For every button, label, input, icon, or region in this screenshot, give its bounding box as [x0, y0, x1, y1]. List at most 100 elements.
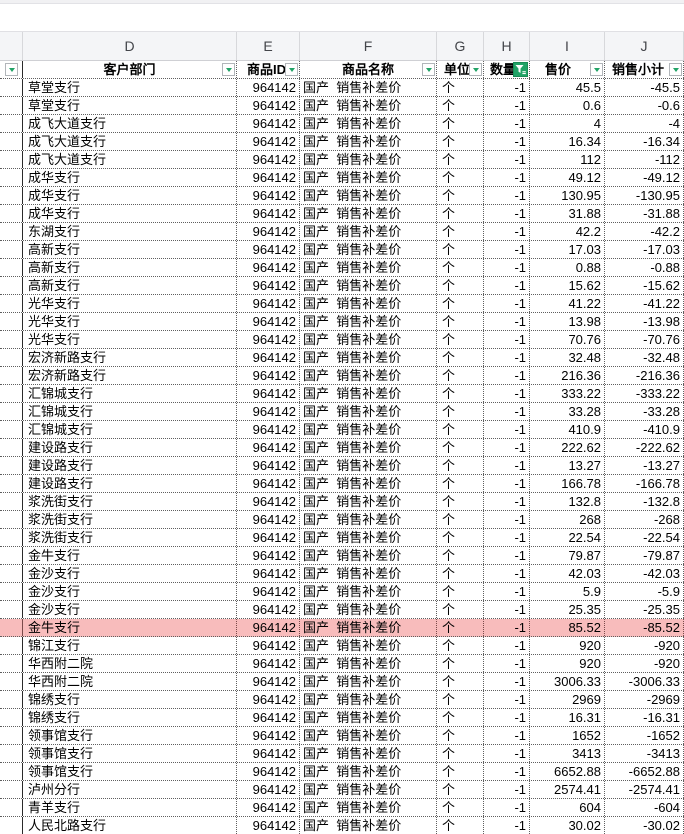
cell-product-name[interactable]: 国产 销售补差价: [300, 385, 437, 402]
cell-subtotal[interactable]: -268: [605, 511, 684, 528]
cell-product-name[interactable]: 国产 销售补差价: [300, 565, 437, 582]
cell-unit[interactable]: 个: [437, 799, 484, 816]
cell-product-id[interactable]: 964142: [237, 259, 300, 276]
cell-product-name[interactable]: 国产 销售补差价: [300, 529, 437, 546]
cell-unit[interactable]: 个: [437, 583, 484, 600]
row-stub-cell[interactable]: [0, 691, 23, 708]
row-stub-cell[interactable]: [0, 331, 23, 348]
cell-price[interactable]: 22.54: [530, 529, 605, 546]
cell-unit[interactable]: 个: [437, 781, 484, 798]
cell-quantity[interactable]: -1: [484, 709, 530, 726]
cell-unit[interactable]: 个: [437, 727, 484, 744]
cell-product-name[interactable]: 国产 销售补差价: [300, 133, 437, 150]
cell-unit[interactable]: 个: [437, 295, 484, 312]
cell-unit[interactable]: 个: [437, 817, 484, 834]
cell-price[interactable]: 49.12: [530, 169, 605, 186]
cell-unit[interactable]: 个: [437, 205, 484, 222]
cell-quantity[interactable]: -1: [484, 673, 530, 690]
cell-price[interactable]: 13.27: [530, 457, 605, 474]
cell-product-name[interactable]: 国产 销售补差价: [300, 799, 437, 816]
row-stub-cell[interactable]: [0, 205, 23, 222]
cell-price[interactable]: 17.03: [530, 241, 605, 258]
cell-product-name[interactable]: 国产 销售补差价: [300, 367, 437, 384]
cell-price[interactable]: 32.48: [530, 349, 605, 366]
cell-unit[interactable]: 个: [437, 691, 484, 708]
cell-unit[interactable]: 个: [437, 745, 484, 762]
filter-dropdown-button[interactable]: [285, 63, 298, 76]
cell-quantity[interactable]: -1: [484, 493, 530, 510]
row-stub-cell[interactable]: [0, 583, 23, 600]
cell-price[interactable]: 70.76: [530, 331, 605, 348]
cell-subtotal[interactable]: -410.9: [605, 421, 684, 438]
row-stub-cell[interactable]: [0, 475, 23, 492]
cell-unit[interactable]: 个: [437, 313, 484, 330]
cell-subtotal[interactable]: -17.03: [605, 241, 684, 258]
cell-price[interactable]: 6652.88: [530, 763, 605, 780]
cell-quantity[interactable]: -1: [484, 691, 530, 708]
row-stub-cell[interactable]: [0, 169, 23, 186]
cell-unit[interactable]: 个: [437, 259, 484, 276]
cell-product-name[interactable]: 国产 销售补差价: [300, 637, 437, 654]
row-stub-cell[interactable]: [0, 133, 23, 150]
row-stub-cell[interactable]: [0, 277, 23, 294]
cell-unit[interactable]: 个: [437, 115, 484, 132]
cell-quantity[interactable]: -1: [484, 385, 530, 402]
cell-price[interactable]: 166.78: [530, 475, 605, 492]
cell-quantity[interactable]: -1: [484, 655, 530, 672]
cell-customer-dept[interactable]: 金沙支行: [23, 601, 237, 618]
cell-unit[interactable]: 个: [437, 673, 484, 690]
row-stub-cell[interactable]: [0, 529, 23, 546]
cell-subtotal[interactable]: -112: [605, 151, 684, 168]
row-stub-cell[interactable]: [0, 223, 23, 240]
filter-dropdown-button[interactable]: [669, 63, 682, 76]
cell-price[interactable]: 5.9: [530, 583, 605, 600]
cell-product-name[interactable]: 国产 销售补差价: [300, 349, 437, 366]
cell-product-id[interactable]: 964142: [237, 403, 300, 420]
cell-product-id[interactable]: 964142: [237, 331, 300, 348]
header-cell-price[interactable]: 售价: [530, 61, 605, 78]
cell-subtotal[interactable]: -333.22: [605, 385, 684, 402]
cell-unit[interactable]: 个: [437, 529, 484, 546]
row-stub-cell[interactable]: [0, 619, 23, 636]
cell-customer-dept[interactable]: 浆洗街支行: [23, 529, 237, 546]
cell-quantity[interactable]: -1: [484, 169, 530, 186]
row-stub-cell[interactable]: [0, 511, 23, 528]
cell-customer-dept[interactable]: 高新支行: [23, 241, 237, 258]
cell-customer-dept[interactable]: 成华支行: [23, 187, 237, 204]
cell-product-name[interactable]: 国产 销售补差价: [300, 709, 437, 726]
row-stub-cell[interactable]: [0, 565, 23, 582]
cell-subtotal[interactable]: -3413: [605, 745, 684, 762]
cell-subtotal[interactable]: -1652: [605, 727, 684, 744]
cell-product-name[interactable]: 国产 销售补差价: [300, 169, 437, 186]
cell-subtotal[interactable]: -30.02: [605, 817, 684, 834]
cell-unit[interactable]: 个: [437, 565, 484, 582]
cell-price[interactable]: 410.9: [530, 421, 605, 438]
row-stub-cell[interactable]: [0, 259, 23, 276]
cell-subtotal[interactable]: -25.35: [605, 601, 684, 618]
cell-product-name[interactable]: 国产 销售补差价: [300, 583, 437, 600]
cell-customer-dept[interactable]: 泸州分行: [23, 781, 237, 798]
cell-product-name[interactable]: 国产 销售补差价: [300, 295, 437, 312]
cell-unit[interactable]: 个: [437, 511, 484, 528]
header-cell-c[interactable]: [0, 61, 23, 78]
cell-price[interactable]: 16.31: [530, 709, 605, 726]
cell-customer-dept[interactable]: 领事馆支行: [23, 745, 237, 762]
cell-customer-dept[interactable]: 领事馆支行: [23, 727, 237, 744]
cell-price[interactable]: 2574.41: [530, 781, 605, 798]
cell-price[interactable]: 1652: [530, 727, 605, 744]
cell-product-id[interactable]: 964142: [237, 763, 300, 780]
row-stub-cell[interactable]: [0, 241, 23, 258]
row-stub-cell[interactable]: [0, 547, 23, 564]
cell-customer-dept[interactable]: 成飞大道支行: [23, 115, 237, 132]
row-stub-cell[interactable]: [0, 439, 23, 456]
cell-product-name[interactable]: 国产 销售补差价: [300, 781, 437, 798]
cell-product-id[interactable]: 964142: [237, 727, 300, 744]
cell-price[interactable]: 0.6: [530, 97, 605, 114]
cell-customer-dept[interactable]: 领事馆支行: [23, 763, 237, 780]
cell-subtotal[interactable]: -31.88: [605, 205, 684, 222]
cell-subtotal[interactable]: -85.52: [605, 619, 684, 636]
cell-quantity[interactable]: -1: [484, 223, 530, 240]
cell-quantity[interactable]: -1: [484, 457, 530, 474]
cell-subtotal[interactable]: -42.03: [605, 565, 684, 582]
cell-unit[interactable]: 个: [437, 403, 484, 420]
